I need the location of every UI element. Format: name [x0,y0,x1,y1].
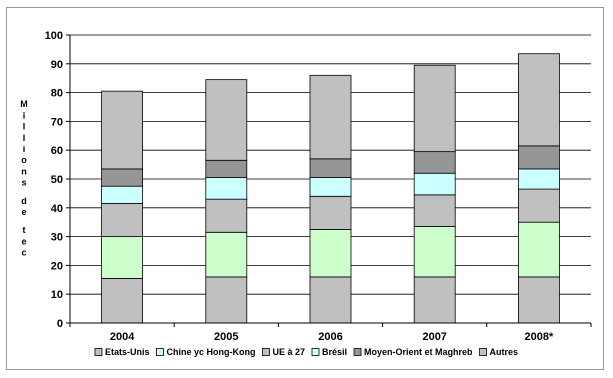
legend-item: Moyen-Orient et Maghreb [354,347,473,357]
x-tick-label: 2006 [318,331,342,343]
bar-segment [102,237,143,279]
x-tick-labels: 2004 2005 2006 2007 2008* [110,331,554,343]
y-axis-title-char: e [21,236,26,246]
bar-segment [102,278,143,323]
bars [102,54,560,323]
y-axis-title-char: i [23,110,26,120]
y-tick-label: 10 [51,289,63,301]
bar-segment [414,277,455,323]
bar-segment [518,54,559,146]
y-tick-label: 80 [51,88,63,100]
y-tick-label: 30 [51,232,63,244]
x-tick-label: 2004 [110,331,135,343]
bar-stack-1 [206,80,247,323]
bar-segment [102,91,143,169]
bar-segment [206,80,247,161]
bar-segment [206,160,247,177]
legend-item: Chine yc Hong-Kong [156,347,255,357]
y-axis-title-char: l [23,122,26,132]
legend-label: Moyen-Orient et Maghreb [364,347,473,357]
legend-label: Brésil [322,347,347,357]
bar-segment [414,195,455,227]
bar-segment [310,196,351,229]
legend-item: Etats-Unis [95,347,150,357]
y-axis-title-char: d [21,196,27,206]
legend-label: Chine yc Hong-Kong [166,347,255,357]
bar-segment [206,232,247,277]
bar-segment [518,277,559,323]
y-tick-label: 50 [51,174,63,186]
y-tick-label: 100 [45,30,63,42]
legend-label: Etats-Unis [105,347,150,357]
y-tick-labels: 0 10 20 30 40 50 60 70 80 90 100 [45,30,63,330]
legend-label: UE à 27 [272,347,305,357]
x-tick-label: 2007 [422,331,446,343]
bar-segment [518,189,559,222]
bar-segment [206,178,247,200]
y-axis-title-char: i [23,144,26,154]
bar-segment [414,227,455,277]
legend-item: UE à 27 [262,347,305,357]
y-tick-label: 90 [51,59,63,71]
bar-segment [414,173,455,195]
y-tick-label: 0 [57,318,63,330]
y-axis-title-char: n [21,166,27,176]
bar-segment [414,65,455,151]
legend-label: Autres [490,347,519,357]
bar-segment [206,277,247,323]
bar-segment [310,159,351,178]
y-tick-label: 20 [51,260,63,272]
legend: Etats-Unis Chine yc Hong-Kong UE à 27 Brési… [95,347,518,357]
bar-segment [414,152,455,174]
x-tick-label: 2008* [525,331,554,343]
legend-item: Brésil [312,347,347,357]
bar-segment [206,199,247,232]
bar-segment [310,229,351,277]
bar-segment [310,178,351,197]
bar-stack-0 [102,91,143,323]
bar-segment [518,146,559,169]
y-tick-label: 40 [51,203,63,215]
y-tick-label: 70 [51,116,63,128]
y-tick-label: 60 [51,145,63,157]
legend-swatch [95,349,102,356]
bar-stack-2 [310,75,351,323]
y-axis-title-char: M [20,99,28,109]
legend-swatch [480,349,487,356]
legend-swatch [312,349,319,356]
y-axis-title-char: l [23,133,26,143]
bar-segment [102,169,143,186]
bar-segment [310,75,351,159]
legend-swatch [262,349,269,356]
y-axis-title-char: c [21,248,26,258]
y-axis-title-char: o [21,155,27,165]
bar-segment [102,186,143,203]
bar-stack-4 [518,54,559,323]
bar-stack-3 [414,65,455,323]
bar-segment [102,203,143,236]
legend-item: Autres [480,347,519,357]
bar-segment [310,277,351,323]
y-axis-title-char: t [23,225,26,235]
bar-segment [518,222,559,277]
legend-swatch [156,349,163,356]
bar-segment [518,169,559,189]
legend-swatch [354,349,361,356]
x-tick-label: 2005 [214,331,238,343]
